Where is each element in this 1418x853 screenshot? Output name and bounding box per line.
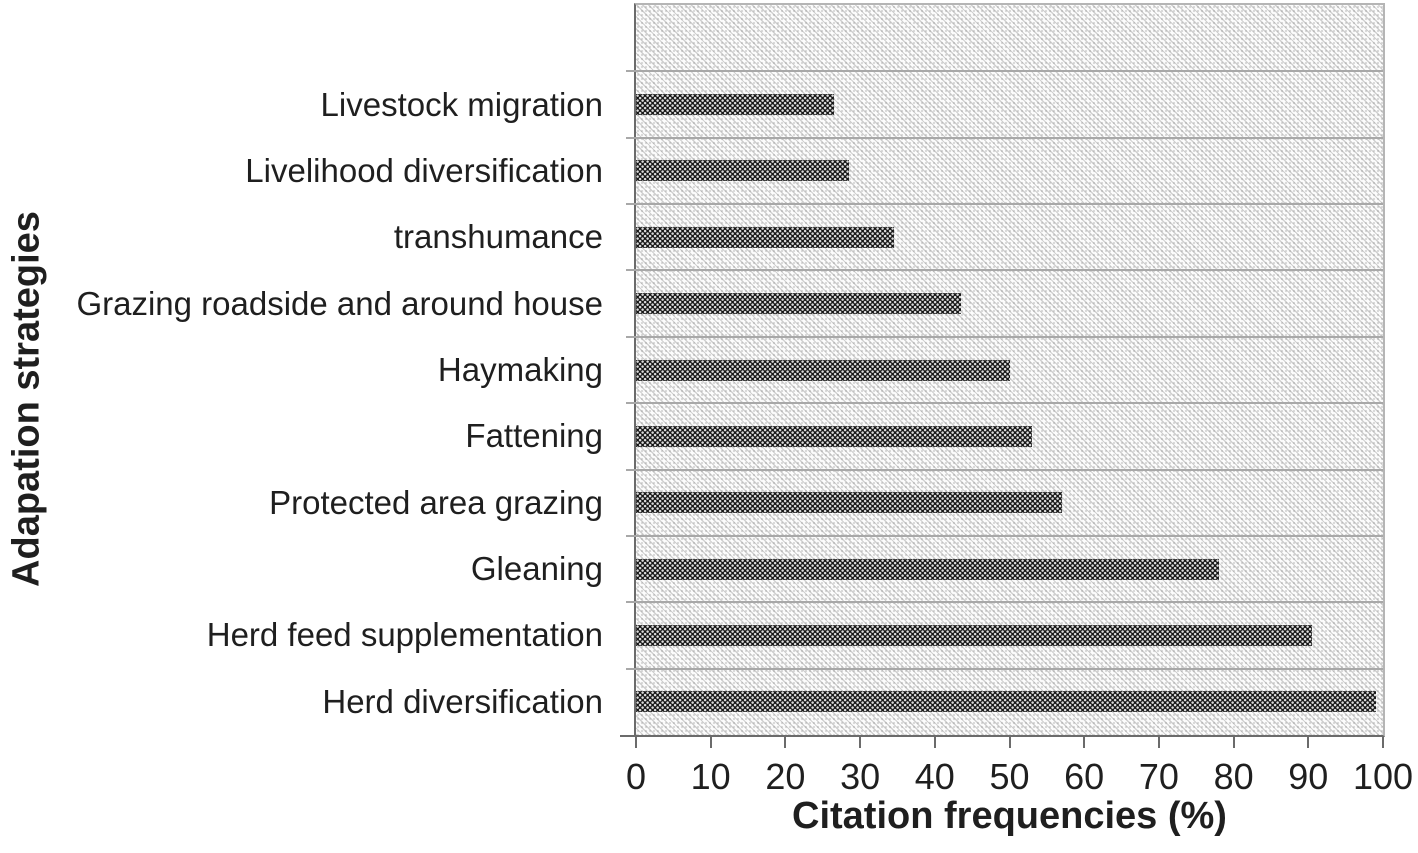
gridline [626,203,1383,206]
x-axis-tick [1157,737,1160,748]
y-axis-category-labels: Livestock migration Livelihood diversific… [0,5,608,735]
category-label: Livelihood diversification [245,151,603,189]
bar-livestock-migration [636,94,834,116]
category-label: Livestock migration [320,85,603,123]
bar-livelihood-diversification [636,160,849,182]
category-label: Protected area grazing [269,483,603,521]
x-axis-line-extension [620,735,636,737]
x-axis-tick [933,737,936,748]
x-tick-label: 20 [765,756,806,797]
x-tick-label: 0 [625,756,647,797]
x-axis-title: Citation frequencies (%) [792,795,1227,837]
category-label: Herd diversification [322,682,603,720]
gridline [626,70,1383,73]
gridline [626,534,1383,537]
x-tick-label: 60 [1064,756,1105,797]
plot-area [620,3,1385,737]
x-axis-tick [1307,737,1310,748]
x-axis-tick [1008,737,1011,748]
gridline [626,667,1383,670]
x-tick-label: 90 [1288,756,1329,797]
x-axis-tick [1232,737,1235,748]
bar-herd-diversification [636,691,1376,713]
x-axis-tick [709,737,712,748]
x-tick-label: 10 [690,756,731,797]
gridline [626,468,1383,471]
x-axis: Citation frequencies (%) 0 10 20 30 40 50 60 70… [626,737,1413,853]
x-axis-tick [859,737,862,748]
bar-herd-feed-supplementation [636,624,1313,646]
gridline [626,335,1383,338]
category-label: Grazing roadside and around house [76,284,603,322]
bar-haymaking [636,359,1010,381]
category-label: Herd feed supplementation [206,616,603,654]
x-tick-label: 40 [914,756,955,797]
x-tick-label: 100 [1352,756,1414,797]
bar-fattening [636,425,1032,447]
x-tick-label: 80 [1213,756,1254,797]
x-tick-label: 30 [840,756,881,797]
category-label: transhumance [393,218,603,256]
x-axis-tick [784,737,787,748]
gridline [626,269,1383,272]
x-axis-tick [1382,737,1384,748]
x-axis-tick [635,737,637,748]
category-label: Fattening [465,417,603,455]
gridline [626,402,1383,405]
bar-gleaning [636,558,1219,580]
category-label: Gleaning [470,550,603,588]
x-axis-tick [1083,737,1086,748]
category-label: Haymaking [437,350,603,388]
gridline [626,601,1383,604]
x-tick-label: 50 [989,756,1030,797]
gridline [626,136,1383,139]
x-tick-label: 70 [1138,756,1179,797]
bar-grazing-roadside-and-around-house [636,293,961,315]
bar-transhumance [636,226,894,248]
bar-protected-area-grazing [636,492,1062,514]
